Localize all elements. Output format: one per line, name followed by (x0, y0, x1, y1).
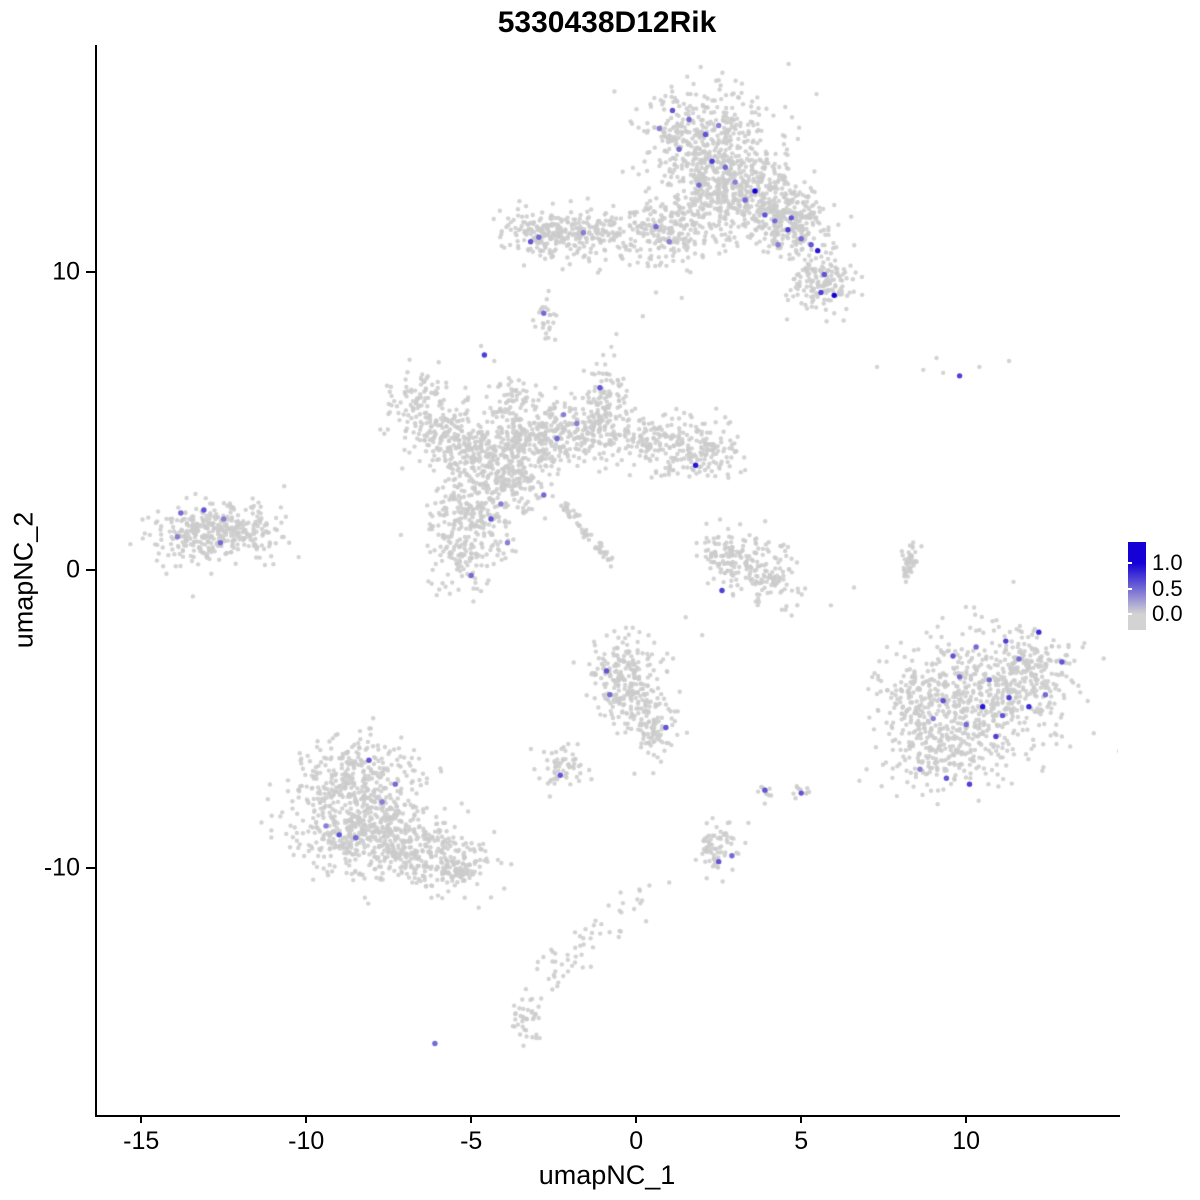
y-tick-mark (86, 568, 95, 571)
y-tick-label: -10 (43, 853, 80, 882)
x-tick-mark (965, 1115, 968, 1123)
legend-tick-mark (1128, 613, 1132, 615)
chart-title: 5330438D12Rik (497, 6, 717, 39)
x-tick-label: 0 (629, 1127, 644, 1155)
x-tick-label: -5 (460, 1127, 483, 1155)
y-tick-mark (86, 270, 95, 273)
y-tick-mark (86, 866, 95, 869)
legend-gradient-bar (1128, 542, 1146, 630)
legend-tick-mark (1128, 588, 1132, 590)
x-tick-mark (635, 1115, 638, 1123)
x-tick-mark (470, 1115, 473, 1123)
expression-colorbar-legend: 1.0 0.5 0.0 (1128, 542, 1198, 632)
legend-label-high: 1.0 (1152, 550, 1183, 575)
x-tick-mark (800, 1115, 803, 1123)
x-tick-label: 5 (794, 1127, 809, 1155)
x-axis-title: umapNC_1 (538, 1160, 676, 1190)
y-tick-label: 0 (66, 555, 80, 584)
y-tick-label: 10 (52, 257, 80, 286)
legend-label-low: 0.0 (1152, 601, 1183, 626)
x-tick-label: -10 (288, 1127, 325, 1155)
x-tick-mark (140, 1115, 143, 1123)
legend-label-mid: 0.5 (1152, 576, 1183, 601)
x-tick-mark (305, 1115, 308, 1123)
y-axis-title: umapNC_2 (8, 511, 39, 649)
legend-tick-mark (1128, 562, 1132, 564)
x-tick-label: 10 (952, 1127, 981, 1155)
x-tick-label: -15 (123, 1127, 160, 1155)
axes-frame (95, 45, 1120, 1117)
